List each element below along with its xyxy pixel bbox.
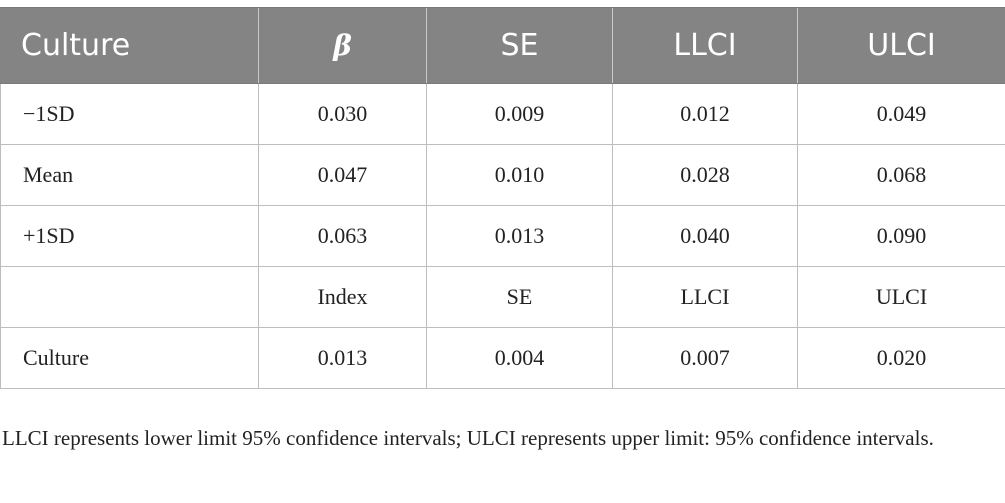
table-row: +1SD 0.063 0.013 0.040 0.090 [0, 205, 1005, 267]
cell-se: 0.010 [426, 144, 613, 206]
cell-ulci: 0.049 [797, 83, 1005, 145]
cell-beta: 0.030 [258, 83, 427, 145]
table-footnote: LLCI represents lower limit 95% confiden… [2, 426, 934, 450]
beta-symbol: β [333, 29, 352, 62]
header-culture: Culture [0, 7, 259, 84]
header-llci: LLCI [612, 7, 798, 84]
cell-index: 0.013 [258, 327, 427, 389]
cell-ulci: 0.090 [797, 205, 1005, 267]
cell-beta: 0.063 [258, 205, 427, 267]
cell-beta: 0.047 [258, 144, 427, 206]
table-row: Mean 0.047 0.010 0.028 0.068 [0, 144, 1005, 206]
subheader-ulci: ULCI [797, 266, 1005, 328]
table-row: Culture 0.013 0.004 0.007 0.020 [0, 327, 1005, 389]
header-row: Culture β SE LLCI ULCI [0, 7, 1005, 84]
cell-ulci: 0.020 [797, 327, 1005, 389]
cell-ulci: 0.068 [797, 144, 1005, 206]
subheader-index: Index [258, 266, 427, 328]
header-ulci: ULCI [797, 7, 1005, 84]
table-row: −1SD 0.030 0.009 0.012 0.049 [0, 83, 1005, 145]
cell-se: 0.004 [426, 327, 613, 389]
row-label: Mean [0, 144, 259, 206]
row-label: +1SD [0, 205, 259, 267]
subheader-llci: LLCI [612, 266, 798, 328]
subheader-se: SE [426, 266, 613, 328]
header-se: SE [426, 7, 613, 84]
table-subheader-row: Index SE LLCI ULCI [0, 266, 1005, 328]
results-table: Culture β SE LLCI ULCI −1SD 0.030 0.009 … [0, 7, 1005, 389]
cell-llci: 0.040 [612, 205, 798, 267]
row-label: Culture [0, 327, 259, 389]
row-label [0, 266, 259, 328]
row-label: −1SD [0, 83, 259, 145]
cell-se: 0.013 [426, 205, 613, 267]
table-header: Culture β SE LLCI ULCI [0, 7, 1005, 84]
cell-llci: 0.028 [612, 144, 798, 206]
cell-llci: 0.012 [612, 83, 798, 145]
cell-se: 0.009 [426, 83, 613, 145]
header-beta: β [258, 7, 427, 84]
results-table-container: Culture β SE LLCI ULCI −1SD 0.030 0.009 … [0, 7, 1005, 389]
table-body: −1SD 0.030 0.009 0.012 0.049 Mean 0.047 … [0, 83, 1005, 389]
cell-llci: 0.007 [612, 327, 798, 389]
